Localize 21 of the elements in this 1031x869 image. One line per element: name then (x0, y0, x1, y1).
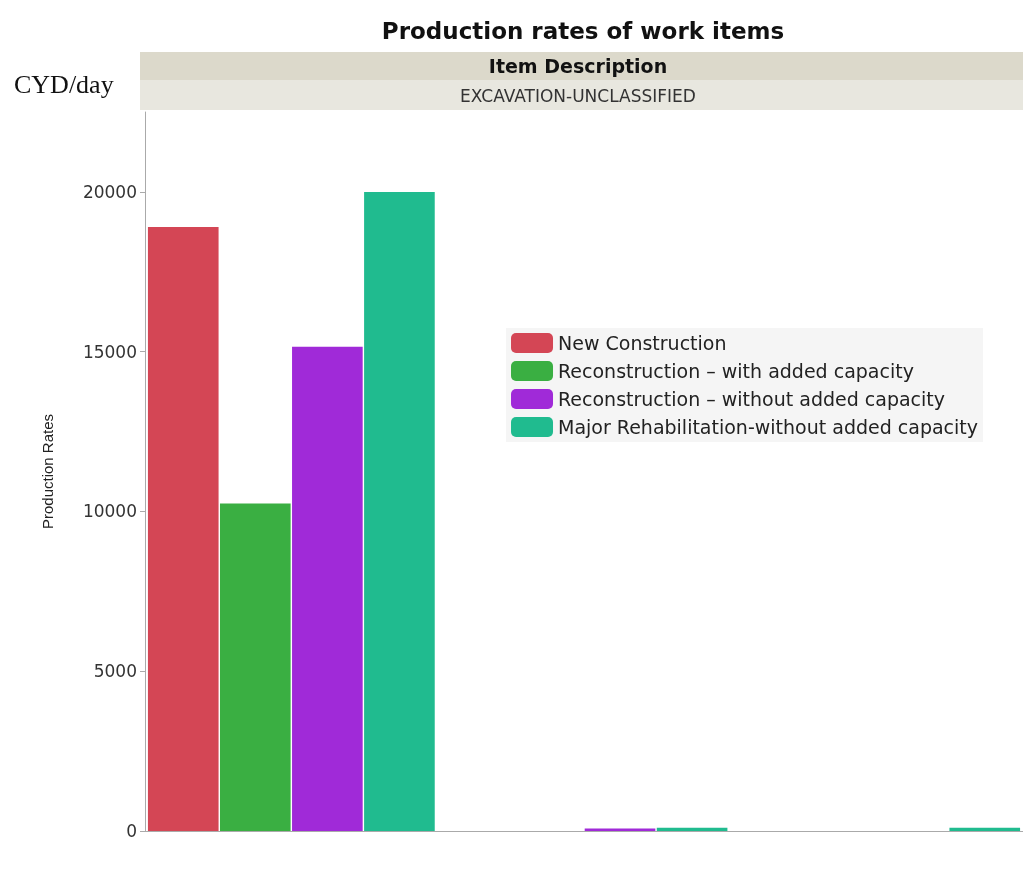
y-axis-title: Production Rates (39, 413, 56, 530)
bar (219, 503, 291, 831)
legend-label: Major Rehabilitation-without added capacity (558, 416, 979, 438)
chart-title: Production rates of work items (381, 17, 785, 44)
y-tick-label: 10000 (82, 501, 137, 522)
legend-label: Reconstruction – with added capacity (558, 360, 914, 382)
bar (364, 191, 435, 831)
chart-subtitle: EXCAVATION-UNCLASSIFIED (460, 86, 696, 106)
bar (292, 346, 363, 831)
bar (147, 227, 219, 831)
text: Item Description (488, 55, 668, 77)
legend-label: New Construction (558, 332, 727, 354)
y-tick-label: 20000 (82, 181, 137, 202)
y-tick-label: 15000 (82, 341, 137, 362)
legend-label: Reconstruction – without added capacity (558, 388, 946, 410)
bar (656, 827, 728, 831)
y-tick-label: 0 (126, 821, 137, 841)
bar (949, 827, 1021, 831)
y-tick-label: 5000 (93, 661, 137, 682)
bar (584, 828, 656, 831)
text: CYD/day (14, 69, 114, 99)
